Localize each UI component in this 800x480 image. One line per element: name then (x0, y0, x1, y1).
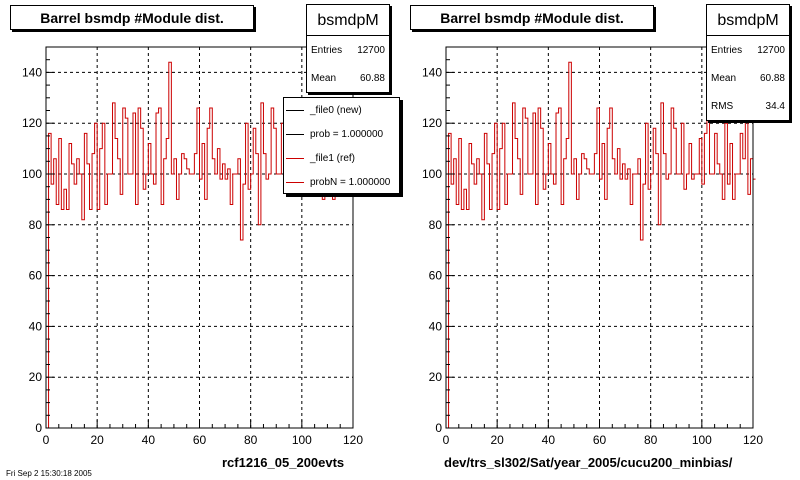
y-tick-label: 80 (429, 218, 443, 232)
x-tick-label: 0 (43, 433, 50, 447)
stats-name-left: bsmdpM (307, 5, 389, 36)
legend-label: _file0 (new) (310, 104, 362, 116)
x-tick-label: 0 (443, 433, 450, 447)
stats-label: Mean (711, 72, 737, 84)
y-tick-label: 0 (35, 421, 42, 435)
footer-timestamp: Fri Sep 2 15:30:18 2005 (6, 469, 92, 478)
legend-swatch (286, 157, 304, 159)
stats-value: 12700 (357, 44, 385, 56)
x-tick-label: 60 (193, 433, 207, 447)
y-tick-label: 120 (22, 116, 42, 130)
stats-row-mean-left: Mean 60.88 (307, 64, 389, 92)
x-tick-label: 120 (743, 433, 763, 447)
stats-label: Entries (311, 44, 343, 56)
legend-swatch (286, 181, 304, 183)
x-tick-label: 80 (244, 433, 258, 447)
stats-box-right: bsmdpM Entries 12700 Mean 60.88 RMS 34.4 (706, 4, 790, 121)
histogram-series-line (446, 61, 756, 429)
legend-label: prob = 1.000000 (310, 128, 384, 140)
chart-panel-left: 0 20 40 60 80 100 120 0 20 40 60 80 100 120 140 Barrel… (6, 4, 400, 478)
y-tick-label: 140 (22, 65, 42, 79)
stats-name-right: bsmdpM (707, 5, 789, 36)
legend-box: _file0 (new) prob = 1.000000 _file1 (ref… (283, 97, 400, 194)
chart-panel-right: 0 20 40 60 80 100 120 0 20 40 60 80 100 120 140 Barrel… (400, 0, 800, 480)
y-tick-label: 20 (29, 370, 43, 384)
stats-label: RMS (711, 100, 734, 112)
y-tick-label: 60 (29, 269, 43, 283)
stats-value: 60.88 (359, 72, 385, 84)
y-tick-label: 60 (429, 269, 443, 283)
stats-label: Mean (311, 72, 337, 84)
y-tick-label: 140 (422, 65, 442, 79)
histogram-plot-right: 0 20 40 60 80 100 120 0 20 40 60 80 100 120 140 (422, 46, 763, 447)
y-tick-label: 40 (29, 319, 43, 333)
y-tick-label: 20 (429, 370, 443, 384)
legend-entry: _file1 (ref) (284, 146, 399, 170)
stats-box-left: bsmdpM Entries 12700 Mean 60.88 (306, 4, 390, 93)
x-axis-title-right: dev/trs_sl302/Sat/year_2005/cucu200_minb… (444, 455, 733, 470)
legend-swatch (286, 109, 304, 111)
stats-value: 34.4 (765, 100, 785, 112)
y-tick-label: 0 (435, 421, 442, 435)
x-tick-label: 100 (692, 433, 712, 447)
stats-row-mean-right: Mean 60.88 (707, 64, 789, 92)
y-tick-label: 100 (22, 167, 42, 181)
x-tick-label: 60 (593, 433, 607, 447)
stats-label: Entries (711, 44, 743, 56)
x-tick-label: 40 (542, 433, 556, 447)
chart-title-right: Barrel bsmdp #Module dist. (410, 5, 654, 30)
y-tick-label: 120 (422, 116, 442, 130)
stats-row-rms-right: RMS 34.4 (707, 92, 789, 120)
y-tick-label: 40 (429, 319, 443, 333)
stats-value: 60.88 (759, 72, 785, 84)
stats-value: 12700 (757, 44, 785, 56)
x-tick-label: 20 (490, 433, 504, 447)
x-tick-label: 120 (343, 433, 363, 447)
legend-entry: _file0 (new) (284, 98, 399, 122)
y-tick-label: 80 (29, 218, 43, 232)
legend-label: probN = 1.000000 (310, 176, 391, 188)
stats-row-entries-right: Entries 12700 (707, 36, 789, 64)
chart-title-left: Barrel bsmdp #Module dist. (10, 5, 254, 30)
x-tick-label: 80 (644, 433, 658, 447)
legend-entry: probN = 1.000000 (284, 170, 399, 193)
y-tick-label: 100 (422, 167, 442, 181)
x-tick-label: 20 (90, 433, 104, 447)
x-axis-title-left: rcf1216_05_200evts (222, 455, 345, 470)
stats-row-entries-left: Entries 12700 (307, 36, 389, 64)
legend-entry: prob = 1.000000 (284, 122, 399, 146)
x-tick-label: 40 (142, 433, 156, 447)
legend-label: _file1 (ref) (310, 152, 356, 164)
x-tick-label: 100 (292, 433, 312, 447)
legend-swatch (286, 133, 304, 135)
